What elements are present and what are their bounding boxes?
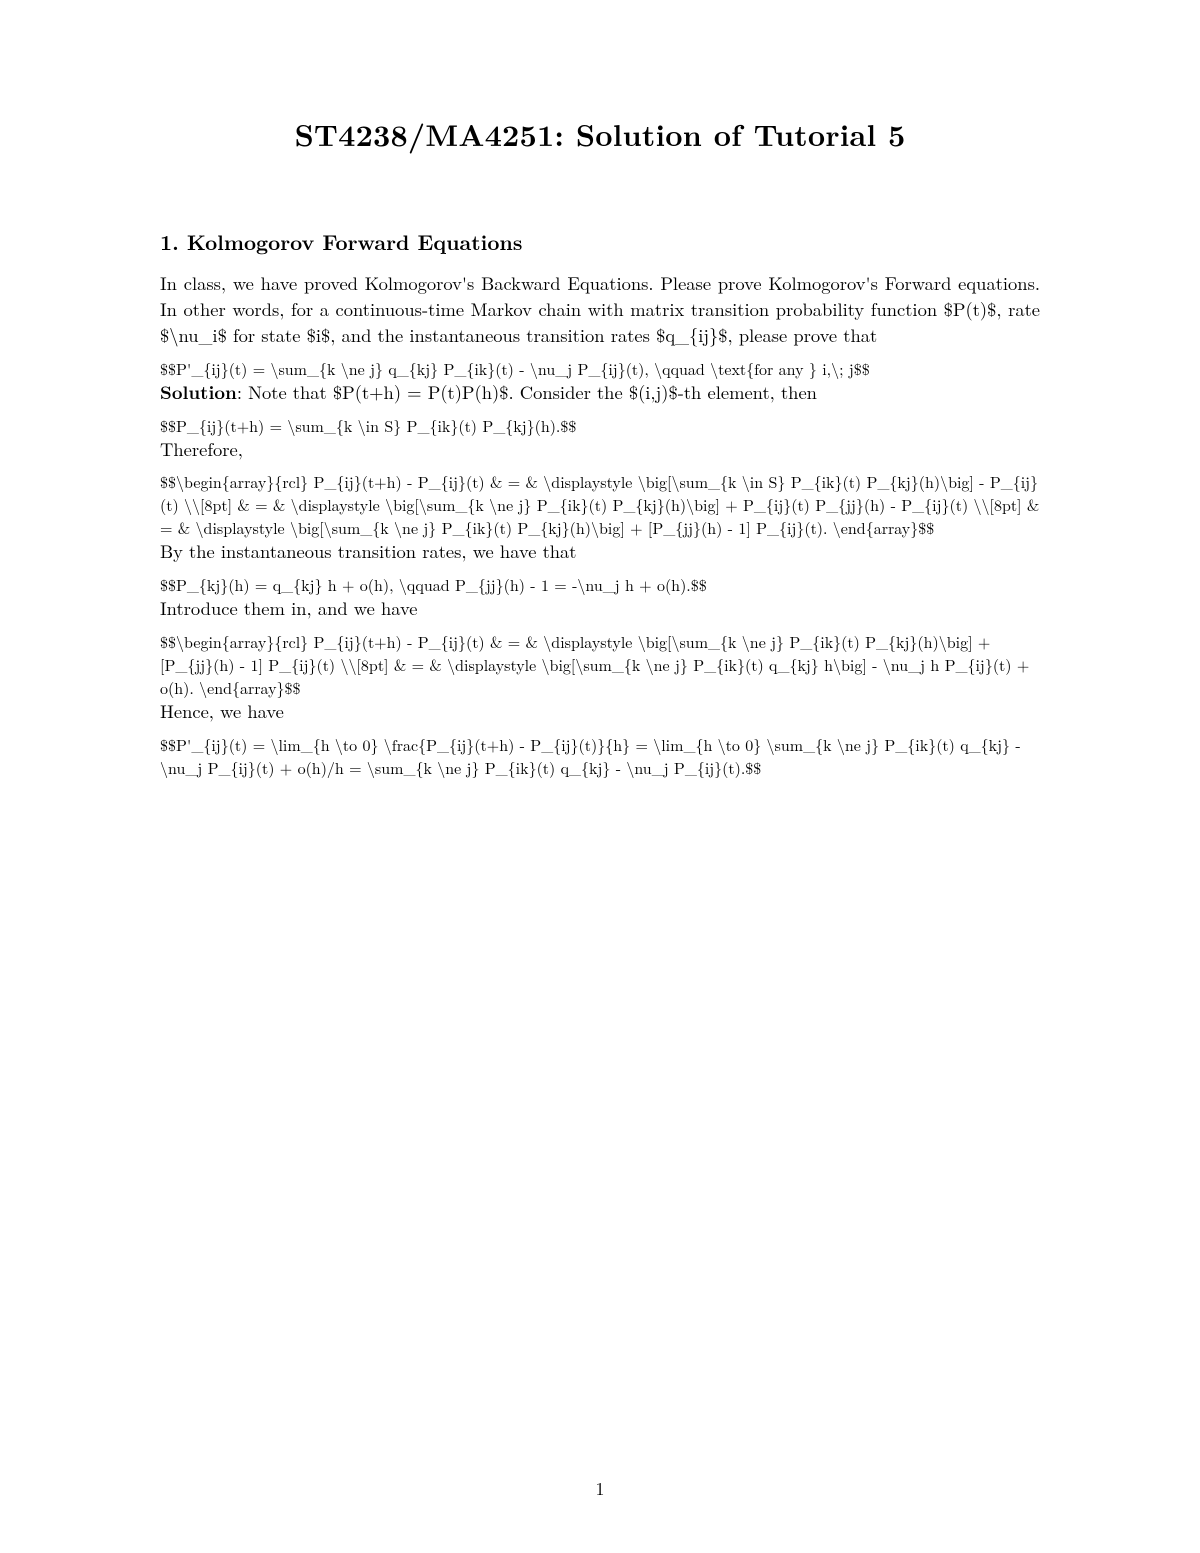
section-heading: 1. Kolmogorov Forward Equations — [160, 227, 1040, 257]
intro-paragraph: In class, we have proved Kolmogorov's Ba… — [160, 271, 1040, 349]
rates-paragraph: By the instantaneous transition rates, w… — [160, 539, 1040, 565]
solution-intro-text: : Note that $P(t+h) = P(t)P(h)$. Conside… — [237, 379, 817, 405]
equation-rates: $$P_{kj}(h) = q_{kj} h + o(h), \qquad P_… — [160, 573, 1040, 596]
equation-target: $$P'_{ij}(t) = \sum_{k \ne j} q_{kj} P_{… — [160, 357, 1040, 380]
solution-paragraph: Solution: Note that $P(t+h) = P(t)P(h)$.… — [160, 380, 1040, 406]
therefore-paragraph: Therefore, — [160, 437, 1040, 463]
introduce-paragraph: Introduce them in, and we have — [160, 596, 1040, 622]
equation-final: $$P'_{ij}(t) = \lim_{h \to 0} \frac{P_{i… — [160, 733, 1040, 779]
page: ST4238/MA4251: Solution of Tutorial 5 1.… — [0, 0, 1200, 1553]
section-number: 1. — [160, 227, 179, 257]
page-number: 1 — [0, 1476, 1200, 1501]
section-name: Kolmogorov Forward Equations — [187, 227, 523, 257]
document-title: ST4238/MA4251: Solution of Tutorial 5 — [160, 112, 1040, 155]
equation-chapman: $$P_{ij}(t+h) = \sum_{k \in S} P_{ik}(t)… — [160, 414, 1040, 437]
equation-subst: $$\begin{array}{rcl} P_{ij}(t+h) - P_{ij… — [160, 630, 1040, 699]
equation-expand: $$\begin{array}{rcl} P_{ij}(t+h) - P_{ij… — [160, 470, 1040, 539]
hence-paragraph: Hence, we have — [160, 699, 1040, 725]
solution-label: Solution — [160, 379, 237, 405]
